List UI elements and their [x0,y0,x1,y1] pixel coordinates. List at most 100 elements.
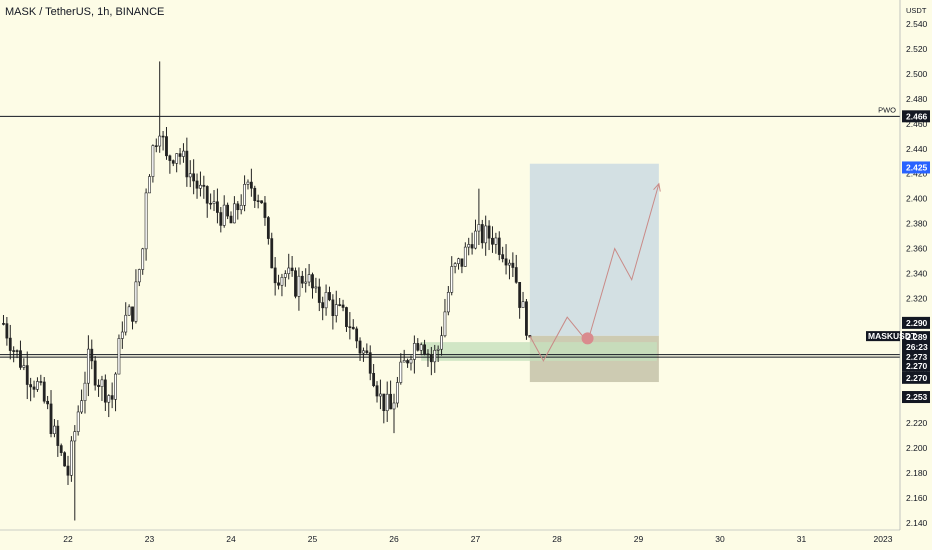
candle-body[interactable] [25,365,29,385]
candle-body[interactable] [266,217,270,239]
candle-body[interactable] [39,381,43,383]
candle-body[interactable] [80,400,83,413]
candle-body[interactable] [372,372,376,386]
candle-body[interactable] [300,275,304,284]
candle-body[interactable] [484,225,488,244]
candle-body[interactable] [501,254,505,260]
candle-body[interactable] [294,270,297,297]
candle-body[interactable] [379,393,382,397]
candle-body[interactable] [212,201,216,204]
candle-body[interactable] [124,314,128,333]
candle-body[interactable] [236,203,240,211]
candle-body[interactable] [144,192,148,250]
candle-body[interactable] [66,465,70,476]
candle-body[interactable] [474,230,477,249]
candle-body[interactable] [42,381,46,402]
candle-body[interactable] [188,173,192,178]
candle-body[interactable] [73,431,77,442]
candle-body[interactable] [175,153,179,164]
candle-body[interactable] [487,225,491,239]
candle-body[interactable] [110,395,114,400]
candle-body[interactable] [22,365,26,368]
candle-body[interactable] [273,267,277,284]
candle-body[interactable] [32,386,36,390]
candle-body[interactable] [19,350,22,368]
candle-body[interactable] [467,244,471,248]
candle-body[interactable] [90,348,94,362]
candle-body[interactable] [168,155,172,161]
candle-body[interactable] [260,200,263,204]
candle-body[interactable] [253,187,257,201]
candle-body[interactable] [453,263,457,267]
candle-body[interactable] [297,275,301,297]
candle-body[interactable] [480,224,484,244]
candle-body[interactable] [443,311,447,337]
candle-body[interactable] [341,304,345,308]
candle-body[interactable] [457,258,460,264]
candle-body[interactable] [46,400,50,405]
candle-body[interactable] [497,237,501,255]
candle-body[interactable] [514,267,518,283]
candle-body[interactable] [416,343,420,351]
candle-body[interactable] [508,262,511,266]
candle-body[interactable] [304,281,308,284]
candle-body[interactable] [521,301,525,308]
candle-body[interactable] [127,306,131,316]
candle-body[interactable] [399,361,403,383]
candle-body[interactable] [402,360,406,363]
candle-body[interactable] [161,135,165,138]
candle-body[interactable] [511,262,515,268]
candle-body[interactable] [219,212,223,226]
candle-body[interactable] [362,350,365,354]
candle-body[interactable] [460,258,464,267]
candle-body[interactable] [256,200,260,202]
candle-body[interactable] [321,302,325,309]
candle-body[interactable] [114,373,117,400]
candle-body[interactable] [518,282,522,308]
candle-body[interactable] [97,384,100,387]
candle-body[interactable] [317,286,321,303]
candle-body[interactable] [120,331,124,339]
candle-body[interactable] [12,350,16,352]
candle-body[interactable] [348,326,352,328]
candle-body[interactable] [477,224,481,232]
candle-body[interactable] [270,238,274,269]
candle-body[interactable] [463,246,467,267]
candle-body[interactable] [86,348,90,384]
candle-body[interactable] [433,349,437,363]
candle-body[interactable] [185,150,189,178]
candle-body[interactable] [53,425,56,434]
candle-body[interactable] [63,452,67,467]
candle-body[interactable] [151,145,155,177]
candle-body[interactable] [368,352,372,374]
candle-body[interactable] [171,160,175,164]
candle-body[interactable] [351,326,355,330]
candle-body[interactable] [406,360,409,364]
candle-body[interactable] [450,266,454,293]
candle-body[interactable] [409,359,413,364]
candle-body[interactable] [178,153,182,157]
candle-body[interactable] [182,150,185,157]
candle-body[interactable] [15,350,19,352]
candle-body[interactable] [283,273,287,278]
candle-body[interactable] [226,204,230,217]
candle-body[interactable] [192,173,196,182]
candle-body[interactable] [314,286,318,289]
candle-body[interactable] [385,393,389,412]
candle-body[interactable] [93,360,97,386]
candle-body[interactable] [436,348,440,351]
candle-body[interactable] [365,350,369,353]
candle-body[interactable] [59,445,63,453]
candle-body[interactable] [76,411,80,432]
candle-body[interactable] [158,135,162,147]
candle-body[interactable] [83,382,87,401]
candle-body[interactable] [148,176,151,194]
candle-body[interactable] [392,402,396,410]
candle-body[interactable] [504,258,508,266]
candle-body[interactable] [117,338,121,375]
candle-body[interactable] [491,237,494,245]
candle-body[interactable] [494,237,498,245]
candle-body[interactable] [134,281,138,322]
candle-body[interactable] [249,181,253,189]
